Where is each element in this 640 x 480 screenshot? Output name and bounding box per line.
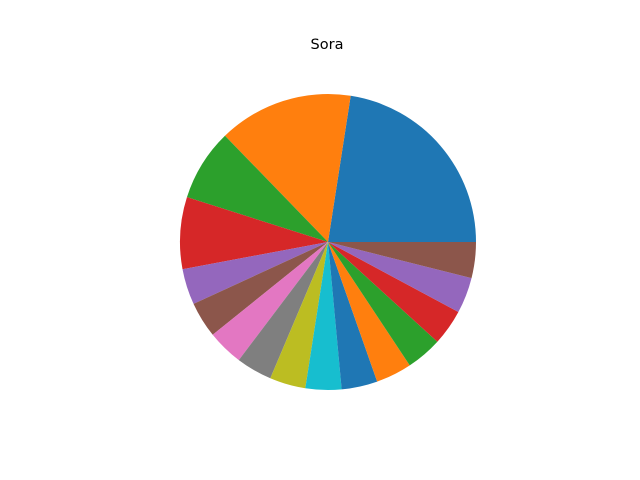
- pie-slice-4: [179, 197, 328, 270]
- pie-slice-14: [328, 242, 459, 342]
- chart-title: Sora: [311, 37, 344, 53]
- pie-slice-2: [224, 94, 351, 243]
- pie-slice-9: [270, 242, 328, 389]
- pie-slice-13: [328, 242, 438, 366]
- pie-slice-12: [328, 242, 410, 382]
- pie-slices: [179, 94, 476, 390]
- pie-slice-10: [305, 242, 342, 390]
- pie-slice-11: [328, 242, 378, 390]
- pie-slice-5: [182, 242, 328, 304]
- pie-slice-15: [328, 242, 472, 313]
- pie-slice-7: [212, 242, 328, 361]
- pie-slice-8: [238, 242, 328, 379]
- pie-slice-3: [186, 135, 328, 242]
- pie-slice-6: [193, 242, 328, 335]
- pie-slice-1: [328, 95, 476, 242]
- pie-slice-16: [328, 242, 476, 279]
